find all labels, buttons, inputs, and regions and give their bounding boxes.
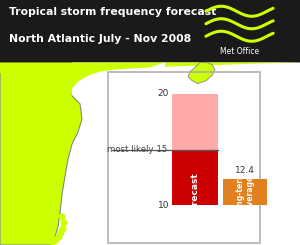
Polygon shape bbox=[188, 62, 215, 84]
Circle shape bbox=[53, 237, 59, 243]
Text: Long-term
average: Long-term average bbox=[236, 170, 254, 215]
Circle shape bbox=[61, 220, 67, 226]
Text: Forecast: Forecast bbox=[190, 172, 200, 216]
Text: most likely 15: most likely 15 bbox=[106, 145, 167, 154]
Circle shape bbox=[59, 214, 65, 220]
Bar bbox=[223, 179, 267, 206]
Text: 20: 20 bbox=[158, 89, 169, 98]
Text: Met Office: Met Office bbox=[220, 47, 259, 56]
Bar bbox=[108, 72, 260, 243]
Text: 10: 10 bbox=[158, 201, 169, 210]
Polygon shape bbox=[52, 62, 165, 245]
Circle shape bbox=[58, 230, 64, 236]
Polygon shape bbox=[0, 62, 300, 245]
Text: Tropical storm frequency forecast: Tropical storm frequency forecast bbox=[9, 8, 216, 17]
Text: North Atlantic July - Nov 2008: North Atlantic July - Nov 2008 bbox=[9, 34, 191, 44]
Circle shape bbox=[60, 226, 66, 232]
Bar bbox=[172, 94, 218, 206]
Text: 12.4: 12.4 bbox=[235, 166, 255, 175]
Polygon shape bbox=[52, 62, 300, 245]
Bar bbox=[172, 150, 218, 206]
Circle shape bbox=[50, 239, 56, 245]
Circle shape bbox=[56, 234, 62, 240]
